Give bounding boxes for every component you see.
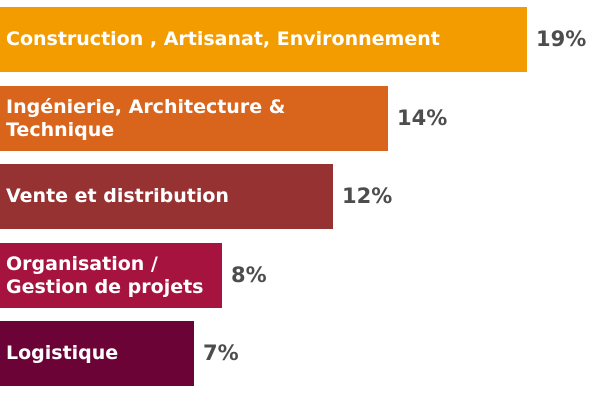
category-label: Construction , Artisanat, Environnement bbox=[6, 28, 440, 50]
value-label: 8% bbox=[231, 263, 267, 287]
category-label: Vente et distribution bbox=[6, 185, 229, 207]
category-label: Logistique bbox=[6, 342, 119, 364]
bar-5: Logistique bbox=[0, 321, 194, 386]
bar-2: Ingénierie, Architecture & Technique bbox=[0, 86, 388, 151]
value-label: 14% bbox=[397, 106, 448, 130]
value-label: 19% bbox=[536, 27, 587, 51]
bar-3: Vente et distribution bbox=[0, 164, 333, 229]
bar-4: Organisation / Gestion de projets bbox=[0, 243, 222, 308]
bar-1: Construction , Artisanat, Environnement bbox=[0, 7, 527, 72]
value-label: 12% bbox=[342, 184, 393, 208]
category-label: Organisation / Gestion de projets bbox=[6, 252, 204, 298]
value-label: 7% bbox=[203, 341, 239, 365]
category-label: Ingénierie, Architecture & Technique bbox=[6, 95, 286, 141]
